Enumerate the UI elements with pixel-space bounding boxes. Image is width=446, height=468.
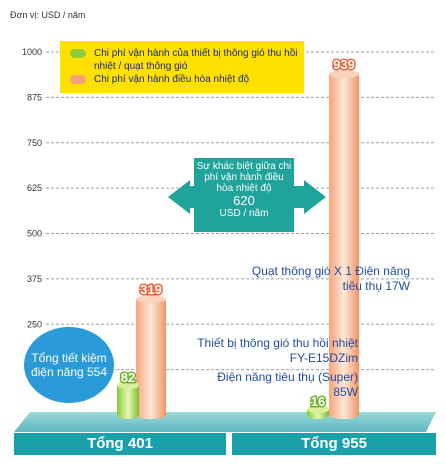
- annotation-hrv-line3: Điện năng tiêu thụ (Super): [217, 370, 358, 384]
- bar-vent-0-base: [117, 411, 139, 419]
- y-tick-label-875: 875: [27, 92, 42, 102]
- y-tick-label-250: 250: [27, 319, 42, 329]
- annotation-hrv-line4: 85W: [333, 385, 358, 399]
- bar-vent-0-top: [117, 381, 139, 390]
- savings-bubble-text: Tổng tiết kiệm điện năng 554: [30, 351, 108, 379]
- difference-arrow-unit: USD / năm: [219, 208, 269, 219]
- bar-vent-0-body: [117, 385, 139, 415]
- bar-aircon-0-top: [136, 295, 166, 304]
- bar-vent-1-base: [307, 411, 329, 419]
- bar-aircon-0-body: [136, 299, 166, 415]
- bar-vent-1-top: [307, 405, 329, 414]
- category-band-0: [14, 433, 226, 455]
- bar-aircon-1-top: [329, 70, 359, 79]
- legend: Chi phí vận hành của thiết bị thông gió …: [60, 41, 304, 93]
- y-tick-label-1000: 1000: [22, 47, 42, 57]
- difference-arrow-box: [194, 158, 294, 232]
- category-label-1: Tổng 955: [301, 435, 367, 452]
- savings-bubble: Tổng tiết kiệm điện năng 554: [24, 327, 114, 403]
- difference-arrow-text: Sự khác biệt giữa chi phí vận hành điều …: [196, 161, 292, 219]
- annotation-fan: Quạt thông gió X 1 Điện năng tiêu thụ 17…: [251, 264, 410, 293]
- difference-arrow-value: 620: [233, 193, 255, 208]
- bar-aircon-1-base: [329, 411, 359, 419]
- legend-label-ventilation: Chi phí vận hành của thiết bị thông gió …: [94, 48, 298, 72]
- legend-swatch-aircon: [70, 75, 86, 84]
- legend-label-aircon: Chi phí vận hành điều hòa nhiệt độ: [94, 74, 250, 85]
- legend-swatch-ventilation: [70, 49, 86, 58]
- data-label-aircon-0: 319: [140, 282, 162, 297]
- y-tick-label-375: 375: [27, 274, 42, 284]
- y-tick-label-625: 625: [27, 183, 42, 193]
- y-tick-label-750: 750: [27, 138, 42, 148]
- unit-label: Đơn vị: USD / năm: [10, 10, 86, 20]
- chart-floor: [14, 412, 436, 432]
- data-label-aircon-1: 939: [333, 57, 355, 72]
- annotation-hrv-line1: Thiết bị thông gió thu hồi nhiệt: [197, 336, 358, 350]
- bar-aircon-1-body: [329, 74, 359, 415]
- category-band-1: [232, 433, 436, 455]
- data-label-vent-0: 82: [121, 370, 135, 385]
- difference-arrow-label: Sự khác biệt giữa chi phí vận hành điều …: [196, 161, 292, 194]
- annotation-hrv-line2: FY-E15DZim: [289, 351, 358, 365]
- bar-aircon-0-base: [136, 411, 166, 419]
- data-label-vent-1: 16: [311, 394, 325, 409]
- category-label-0: Tổng 401: [87, 435, 153, 452]
- y-tick-label-500: 500: [27, 229, 42, 239]
